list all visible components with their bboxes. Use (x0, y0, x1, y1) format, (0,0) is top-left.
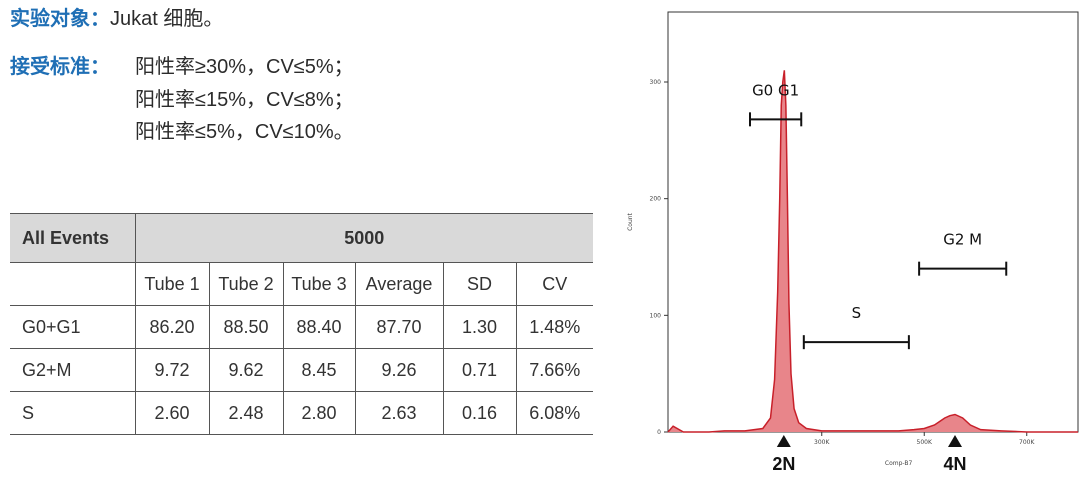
marker-triangle (948, 435, 962, 447)
y-axis-label: Count (627, 212, 634, 230)
criteria-line: 阳性率≤5%，CV≤10%。 (135, 121, 354, 143)
table-cell: 9.62 (209, 348, 284, 392)
table-cell: 7.66% (516, 348, 593, 392)
table-cell: 9.72 (135, 348, 210, 392)
table-cell: 86.20 (135, 305, 210, 349)
subject-value: Jukat 细胞。 (110, 8, 224, 30)
column-header: Average (355, 262, 444, 306)
row-label: G2+M (10, 348, 136, 392)
table-header-row: All Events 5000 (10, 213, 593, 263)
histogram-line (667, 70, 1078, 433)
cell-cycle-histogram: 0 100 200 300 300K 500K 700K Count Comp-B7 G0 G1 S… (627, 11, 1079, 474)
x-tick-label: 700K (1019, 439, 1035, 446)
results-table: All Events 5000 Tube 1 Tube 2 Tube 3 Ave… (10, 213, 593, 435)
row-label: S (10, 391, 136, 435)
table-column-row: Tube 1 Tube 2 Tube 3 Average SD CV (10, 262, 593, 306)
column-header: Tube 1 (135, 262, 210, 306)
marker-triangle (776, 435, 791, 447)
table-row: G0+G1 86.20 88.50 88.40 87.70 1.30 1.48% (10, 305, 593, 349)
y-tick-label: 0 (657, 429, 661, 436)
table-cell: 1.48% (516, 305, 593, 349)
table-cell: 0.16 (443, 391, 517, 435)
criteria-row: 接受标准： (10, 52, 110, 82)
table-cell: 2.48 (209, 391, 284, 435)
row-label: G0+G1 (10, 305, 136, 349)
table-cell: 2.63 (355, 391, 444, 435)
table-cell: 6.08% (516, 391, 593, 435)
marker-label: 2N (772, 454, 795, 474)
histogram-area (668, 70, 1078, 432)
column-header: Tube 3 (283, 262, 356, 306)
table-cell: 2.80 (283, 391, 356, 435)
table-cell: 87.70 (355, 305, 444, 349)
y-tick-label: 100 (650, 312, 662, 319)
table-row: S 2.60 2.48 2.80 2.63 0.16 6.08% (10, 391, 593, 435)
subject-row: 实验对象：Jukat 细胞。 (10, 4, 223, 34)
table-cell: 88.40 (283, 305, 356, 349)
y-tick-label: 300 (650, 79, 662, 86)
table-cell: 1.30 (443, 305, 517, 349)
table-cell: 8.45 (283, 348, 356, 392)
table-cell: 0.71 (443, 348, 517, 392)
table-row: G2+M 9.72 9.62 8.45 9.26 0.71 7.66% (10, 348, 593, 392)
empty-cell (10, 262, 136, 306)
criteria-line: 阳性率≥30%，CV≤5%； (135, 56, 354, 78)
x-axis-label: Comp-B7 (885, 460, 913, 467)
column-header: SD (443, 262, 517, 306)
table-cell: 9.26 (355, 348, 444, 392)
table-cell: 88.50 (209, 305, 284, 349)
gate-label: G0 G1 (752, 81, 799, 99)
header-label: All Events (10, 213, 136, 263)
plot-frame (667, 11, 1079, 433)
criteria-line: 阳性率≤15%，CV≤8%； (135, 89, 354, 111)
gate-label: S (852, 304, 862, 322)
gate-label: G2 M (943, 231, 982, 249)
column-header: Tube 2 (209, 262, 284, 306)
x-tick-label: 500K (917, 439, 933, 446)
y-tick-label: 200 (650, 196, 662, 203)
x-tick-label: 300K (814, 439, 830, 446)
subject-label: 实验对象： (10, 8, 110, 30)
criteria-label: 接受标准： (10, 56, 110, 78)
column-header: CV (516, 262, 593, 306)
header-value: 5000 (135, 213, 593, 263)
table-cell: 2.60 (135, 391, 210, 435)
marker-label: 4N (943, 454, 966, 474)
